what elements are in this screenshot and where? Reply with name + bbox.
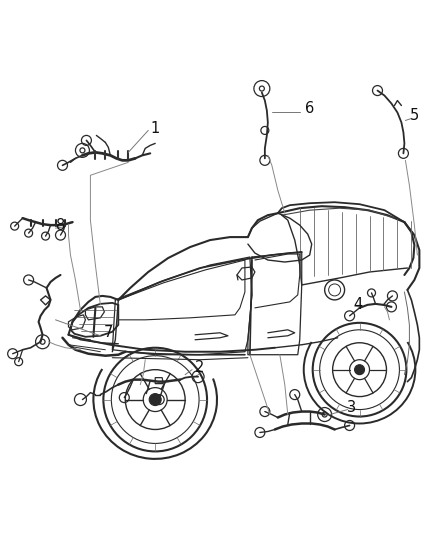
Text: 7: 7 (104, 325, 113, 340)
Circle shape (355, 365, 364, 375)
Text: 6: 6 (305, 101, 314, 116)
Text: 3: 3 (347, 400, 356, 415)
Text: 2: 2 (195, 360, 205, 375)
Circle shape (149, 393, 161, 406)
Text: 8: 8 (56, 217, 65, 232)
Text: 4: 4 (353, 297, 362, 312)
Text: 1: 1 (151, 121, 160, 136)
Text: 5: 5 (410, 108, 419, 123)
